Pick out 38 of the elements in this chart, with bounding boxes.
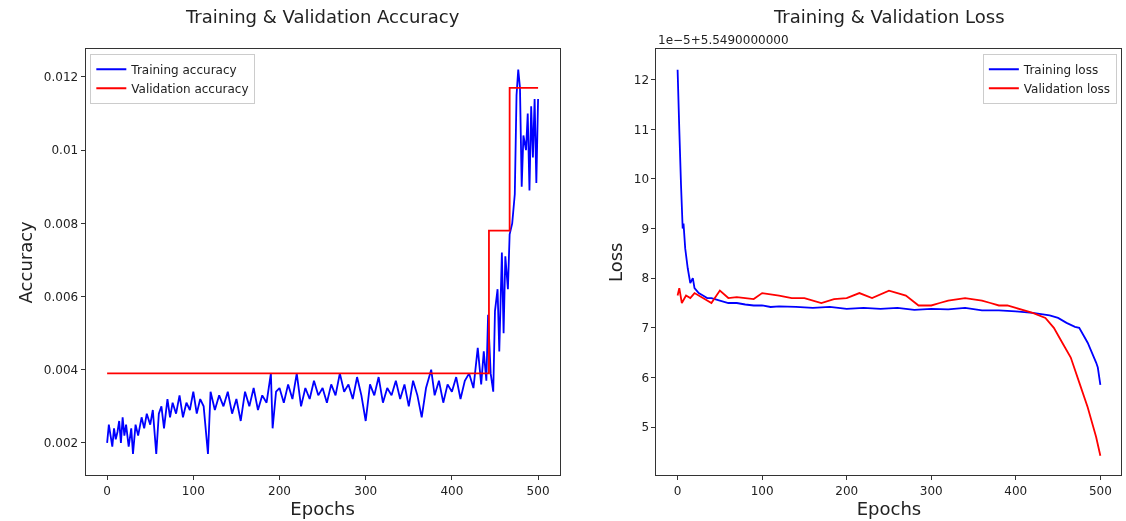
y-tick-label: 0.01 (51, 143, 79, 158)
x-axis-title: Epochs (290, 497, 355, 519)
x-tick-label: 300 (919, 483, 943, 498)
legend-label: Training loss (1022, 62, 1099, 77)
y-tick-label: 9 (641, 221, 650, 236)
y-tick-label: 10 (633, 172, 650, 187)
legend-label: Training accuracy (130, 62, 237, 77)
x-tick-label: 400 (1004, 483, 1028, 498)
y-tick-label: 7 (641, 321, 650, 336)
x-tick-label: 500 (526, 483, 550, 498)
legend-label: Validation loss (1023, 81, 1111, 96)
y-axis-title: Loss (604, 242, 626, 283)
y-tick-label: 0.004 (43, 362, 79, 377)
legend-label: Validation accuracy (131, 81, 249, 96)
x-axis-title: Epochs (856, 497, 922, 519)
x-tick-label: 100 (750, 483, 774, 498)
y-tick-label: 0.006 (43, 289, 79, 304)
x-tick-label: 0 (673, 483, 682, 498)
y-tick-label: 11 (633, 122, 650, 137)
line-series (676, 287, 1102, 457)
x-tick-label: 100 (181, 483, 205, 498)
x-tick-label: 500 (1088, 483, 1112, 498)
x-tick-label: 400 (440, 483, 464, 498)
y-tick-label: 0.008 (43, 216, 79, 231)
y-tick-label: 8 (641, 271, 650, 286)
y-axis-title: Accuracy (15, 220, 37, 304)
y-tick-label: 12 (633, 72, 650, 87)
y-tick-label: 0.012 (43, 70, 79, 85)
y-tick-label: 6 (641, 370, 650, 385)
x-tick-label: 0 (103, 483, 111, 498)
chart-title: Training & Validation Loss (773, 6, 1005, 27)
chart-title: Training & Validation Accuracy (185, 6, 460, 27)
x-tick-label: 200 (268, 483, 291, 498)
text: 1e−5+5.5490000000 (658, 33, 789, 47)
y-tick-label: 5 (641, 420, 650, 435)
x-tick-label: 300 (354, 483, 378, 498)
x-tick-label: 200 (835, 483, 859, 498)
y-tick-label: 0.002 (43, 436, 79, 451)
